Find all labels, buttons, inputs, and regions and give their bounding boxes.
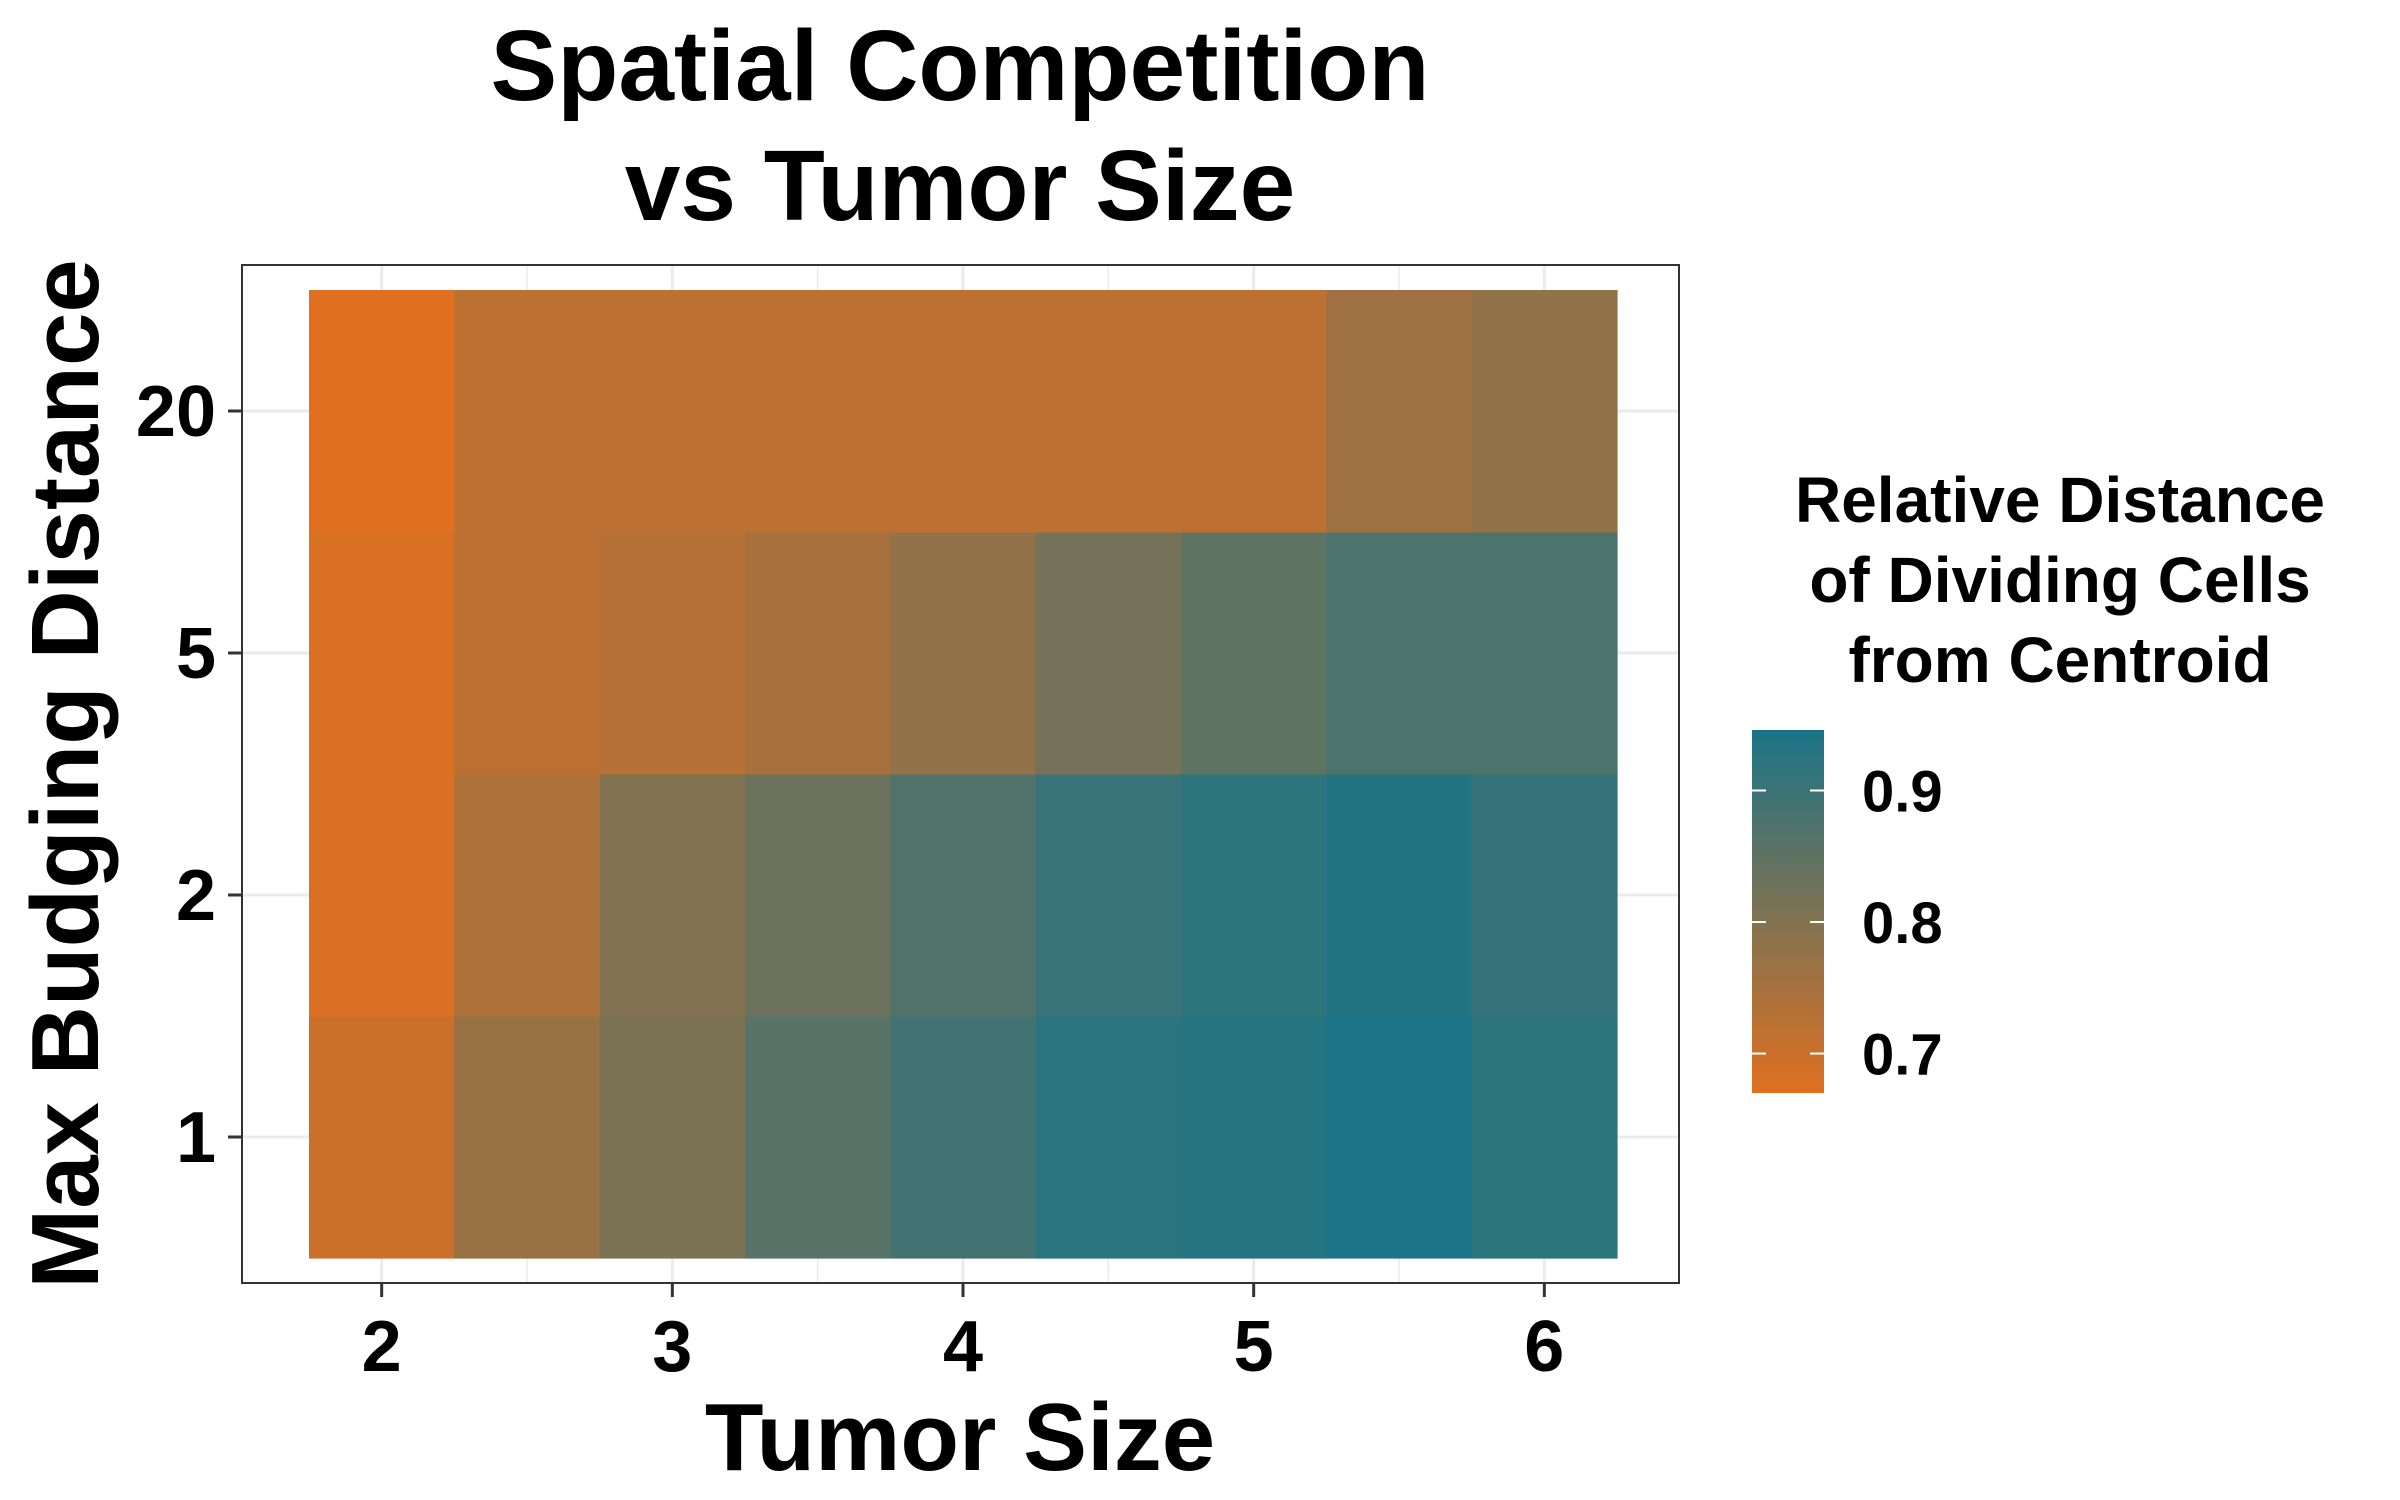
heatmap-tile	[1471, 774, 1618, 1017]
legend-tick-label: 0.9	[1862, 760, 1943, 825]
heatmap-tile	[1471, 290, 1618, 533]
heatmap-tile	[599, 774, 746, 1017]
heatmap-tile	[890, 774, 1037, 1017]
legend-ticks: 0.7 0.8 0.9	[1752, 760, 1943, 1088]
x-axis: 2 3 4 5 6	[362, 1283, 1564, 1387]
legend-tick-label: 0.8	[1862, 891, 1943, 956]
heatmap-tile	[745, 1016, 891, 1259]
legend-title-line-1: Relative Distance	[1795, 464, 2325, 536]
y-tick-label: 20	[136, 372, 216, 452]
heatmap-tile	[745, 532, 891, 775]
heatmap-tiles	[309, 290, 1618, 1259]
x-tick-label: 6	[1524, 1307, 1564, 1387]
heatmap-tile	[1035, 1016, 1182, 1259]
y-tick-label: 5	[176, 614, 216, 694]
legend-title-line-2: of Dividing Cells	[1809, 544, 2310, 616]
legend-title-line-3: from Centroid	[1848, 624, 2271, 696]
heatmap-tile	[745, 774, 891, 1017]
heatmap-tile	[599, 290, 746, 533]
heatmap-tile	[1181, 532, 1327, 775]
heatmap-tile	[309, 290, 455, 533]
legend-tick-label: 0.7	[1862, 1023, 1943, 1088]
plot-panel-border	[241, 264, 1680, 1284]
heatmap-tile	[1326, 290, 1473, 533]
x-tick-label: 3	[652, 1307, 692, 1387]
chart-title-line-2: vs Tumor Size	[625, 130, 1296, 242]
heatmap-tile	[1181, 774, 1327, 1017]
heatmap-tile	[1035, 290, 1182, 533]
heatmap-tile	[454, 1016, 601, 1259]
heatmap-tile	[1471, 532, 1618, 775]
legend: Relative Distance of Dividing Cells from…	[1752, 464, 2325, 1093]
heatmap-tile	[1035, 532, 1182, 775]
heatmap-tile	[1326, 774, 1473, 1017]
heatmap-tile	[1035, 774, 1182, 1017]
heatmap-tile	[1471, 1016, 1618, 1259]
heatmap-tile	[454, 774, 601, 1017]
y-axis-title: Max Budging Distance	[12, 259, 119, 1288]
x-tick-label: 2	[362, 1307, 402, 1387]
heatmap-tile	[890, 532, 1037, 775]
heatmap-tile	[890, 1016, 1037, 1259]
heatmap-tile	[454, 290, 601, 533]
heatmap-tile	[1326, 532, 1473, 775]
heatmap-tile	[599, 1016, 746, 1259]
heatmap-tile	[1181, 290, 1327, 533]
y-tick-label: 2	[176, 856, 216, 936]
legend-colorbar	[1752, 730, 1824, 1093]
heatmap-tile	[1326, 1016, 1473, 1259]
y-tick-label: 1	[176, 1098, 216, 1178]
heatmap-tile	[309, 532, 455, 775]
heatmap-tile	[890, 290, 1037, 533]
heatmap-tile	[309, 1016, 455, 1259]
heatmap-tile	[309, 774, 455, 1017]
y-axis: 1 2 5 20	[136, 372, 242, 1178]
x-tick-label: 5	[1234, 1307, 1274, 1387]
heatmap-tile	[745, 290, 891, 533]
chart-title-line-1: Spatial Competition	[491, 10, 1430, 122]
x-axis-title: Tumor Size	[705, 1384, 1215, 1491]
heatmap-tile	[599, 532, 746, 775]
heatmap-tile	[1181, 1016, 1327, 1259]
heatmap-tile	[454, 532, 601, 775]
x-tick-label: 4	[943, 1307, 983, 1387]
